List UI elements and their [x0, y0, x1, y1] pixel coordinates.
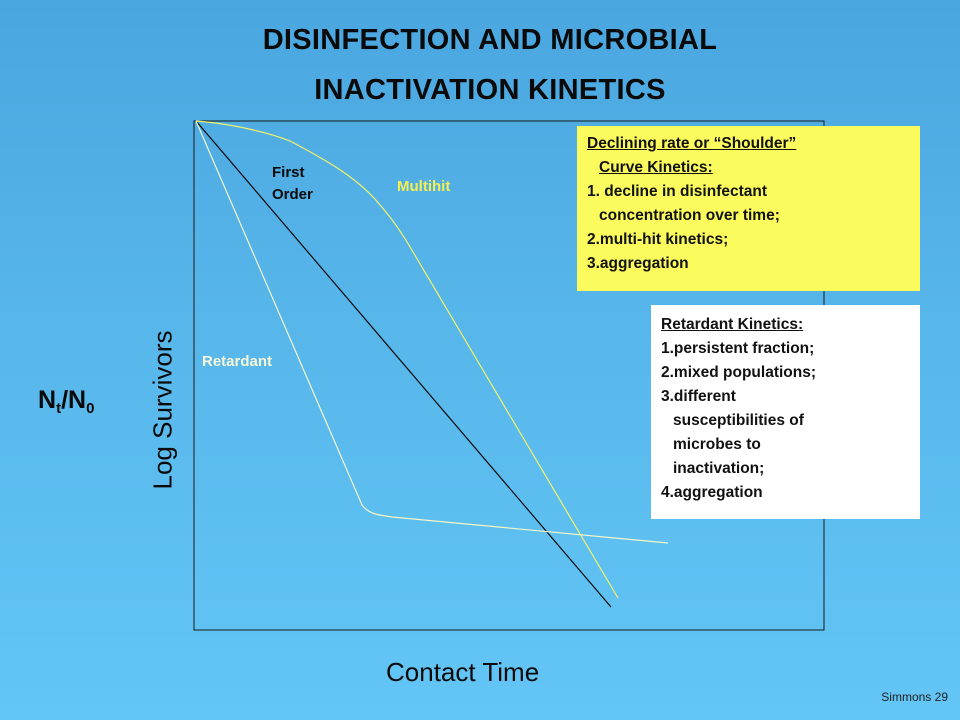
multihit-label: Multihit [397, 178, 451, 195]
retardant-box-item: microbes to [673, 436, 761, 453]
shoulder-box-item: 2.multi-hit kinetics; [587, 231, 729, 248]
x-axis-label: Contact Time [386, 657, 540, 687]
shoulder-box-heading-2: Curve Kinetics: [599, 159, 713, 176]
y-axis-label: Log Survivors [147, 330, 178, 490]
ratio-label: Nt/N0 [38, 386, 95, 417]
retardant-curve [195, 120, 669, 544]
shoulder-kinetics-box: Declining rate or “Shoulder” Curve Kinet… [577, 126, 920, 291]
title-line-1: DISINFECTION AND MICROBIAL [262, 24, 718, 56]
shoulder-box-item: concentration over time; [599, 207, 780, 224]
retardant-box-item: 4.aggregation [661, 484, 763, 501]
first-order-curve [195, 120, 612, 608]
retardant-box-item: 3.different [661, 388, 736, 405]
retardant-kinetics-box: Retardant Kinetics: 1.persistent fractio… [651, 305, 920, 519]
title-line-2: INACTIVATION KINETICS [314, 74, 666, 106]
retardant-box-item: 1.persistent fraction; [661, 340, 815, 357]
multihit-curve [195, 120, 619, 599]
retardant-box-heading: Retardant Kinetics: [661, 316, 804, 333]
retardant-box-item: inactivation; [673, 460, 765, 477]
retardant-box-item: 2.mixed populations; [661, 364, 817, 381]
first-order-label: First Order [272, 164, 313, 203]
slide-footer: Simmons 29 [881, 690, 948, 704]
shoulder-box-item: 1. decline in disinfectant [587, 183, 768, 200]
shoulder-box-item: 3.aggregation [587, 255, 689, 272]
retardant-label: Retardant [202, 353, 273, 370]
retardant-box-item: susceptibilities of [673, 412, 804, 429]
shoulder-box-heading: Declining rate or “Shoulder” [587, 135, 797, 152]
